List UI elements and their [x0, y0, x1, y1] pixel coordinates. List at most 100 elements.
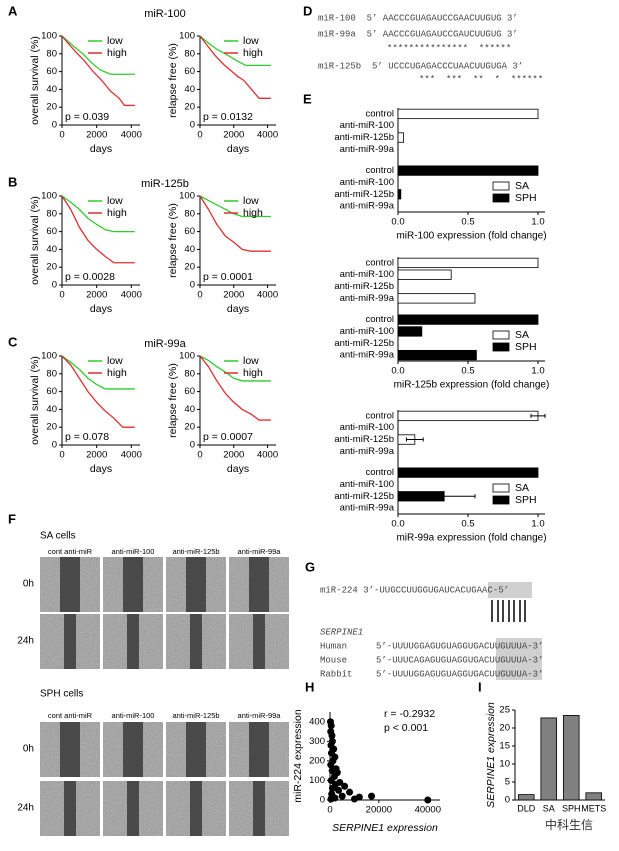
- survival-curve: [199, 35, 271, 99]
- legend-swatch: [492, 483, 510, 493]
- error-bar: [405, 437, 424, 442]
- legend-swatch: [492, 181, 510, 191]
- x-tick-label: DLD: [517, 803, 536, 813]
- y-axis-label: overall survival (%): [29, 196, 41, 285]
- p-value: p = 0.0007: [203, 431, 253, 443]
- survival-curve: [61, 195, 135, 264]
- y-tick-label: 60: [184, 66, 195, 77]
- error-bar: [530, 413, 546, 418]
- column-header: anti-miR-100: [112, 547, 155, 556]
- legend-label: high: [243, 47, 263, 59]
- x-axis-label: miR-125b expression (fold change): [394, 380, 550, 391]
- p-value: p = 0.0001: [203, 271, 253, 283]
- x-tick-label: 20000: [366, 805, 392, 816]
- y-tick-label: 60: [46, 386, 57, 397]
- y-tick-label: 300: [309, 736, 325, 747]
- y-tick-label: 40: [184, 244, 195, 255]
- legend-label: low: [243, 35, 259, 47]
- row-label: 0h: [23, 579, 34, 590]
- x-tick-label: 2000: [223, 290, 244, 301]
- alignment-stars: *************** ******: [387, 43, 511, 53]
- y-tick-label: 5: [505, 777, 510, 788]
- y-axis-label: relapse free (%): [167, 363, 179, 438]
- category-label: anti-miR-99a: [340, 503, 395, 514]
- x-axis-label: miR-99a expression (fold change): [396, 533, 546, 544]
- y-tick-label: 100: [41, 191, 57, 202]
- y-tick-label: 60: [46, 226, 57, 237]
- km-title: miR-100: [144, 8, 186, 20]
- gene-name: SERPINE1: [320, 627, 363, 637]
- column-header: cont anti-miR: [48, 711, 93, 720]
- x-tick-label: SA: [543, 803, 555, 813]
- y-tick-label: 80: [46, 368, 57, 379]
- survival-curve: [61, 355, 135, 428]
- watermark: 中科生信: [545, 817, 593, 832]
- y-tick-label: 60: [184, 386, 195, 397]
- category-label: anti-miR-125b: [334, 189, 394, 200]
- x-axis-label: days: [90, 143, 112, 155]
- point: [327, 761, 335, 769]
- legend-swatch: [492, 193, 510, 203]
- p-value: p = 0.0028: [65, 271, 115, 283]
- y-tick-label: 60: [184, 226, 195, 237]
- y-axis-label: relapse free (%): [167, 43, 179, 118]
- survival-curve: [61, 35, 135, 107]
- legend-label: SPH: [515, 192, 537, 204]
- x-tick-label: 0.5: [461, 366, 474, 377]
- panel-label: A: [8, 3, 18, 18]
- y-tick-label: 80: [184, 48, 195, 59]
- utr-sequence: 5’-UUUUGGAGUGUAGGUGACUUGUUUA-3’: [376, 669, 543, 679]
- x-tick-label: 4000: [121, 130, 142, 141]
- scratch-gap: [60, 557, 80, 612]
- y-tick-label: 0: [52, 120, 57, 131]
- legend-label: high: [243, 207, 263, 219]
- column-header: anti-miR-99a: [238, 711, 282, 720]
- x-tick-label: 0.5: [461, 519, 474, 530]
- category-label: anti-miR-100: [340, 120, 394, 131]
- column-header: anti-miR-99a: [238, 547, 282, 556]
- bar: [397, 189, 402, 200]
- x-axis-label: days: [227, 463, 249, 475]
- category-label: anti-miR-125b: [334, 132, 394, 143]
- x-tick-label: 1.0: [531, 217, 544, 228]
- panel-label: E: [303, 91, 312, 106]
- legend-label: low: [107, 195, 123, 207]
- survival-curve: [199, 195, 271, 218]
- legend-label: high: [107, 47, 127, 59]
- y-tick-label: 20: [46, 422, 57, 433]
- category-label: anti-miR-100: [340, 177, 394, 188]
- x-tick-label: 4000: [121, 290, 142, 301]
- x-tick-label: 4000: [257, 130, 278, 141]
- scratch-gap: [249, 557, 269, 612]
- category-label: anti-miR-125b: [334, 281, 394, 292]
- error-bar: [412, 494, 476, 499]
- point: [327, 795, 335, 803]
- bar: [585, 792, 603, 801]
- point: [341, 782, 349, 790]
- y-tick-label: 100: [309, 775, 325, 786]
- category-label: anti-miR-99a: [340, 446, 395, 457]
- category-label: control: [365, 410, 394, 421]
- x-tick-label: 0: [197, 450, 202, 461]
- scratch-gap: [249, 722, 269, 777]
- y-axis-label: miR-224 expression: [292, 709, 304, 803]
- category-label: anti-miR-99a: [340, 350, 395, 361]
- scratch-gap: [186, 722, 206, 777]
- legend-swatch: [492, 342, 510, 352]
- seed-highlight: [496, 638, 542, 680]
- survival-curve: [199, 195, 271, 252]
- y-tick-label: 80: [46, 48, 57, 59]
- scratch-gap: [127, 614, 139, 669]
- base-pairing: [491, 600, 526, 622]
- y-tick-label: 80: [46, 208, 57, 219]
- species: Rabbit: [320, 669, 352, 679]
- survival-curve: [61, 355, 135, 390]
- bar: [540, 717, 558, 801]
- x-tick-label: 1.0: [531, 519, 544, 530]
- x-tick-label: METS: [581, 803, 606, 813]
- category-label: control: [365, 165, 394, 176]
- panel-label: C: [8, 334, 18, 349]
- y-tick-label: 200: [309, 755, 325, 766]
- p-value: p = 0.039: [65, 111, 109, 123]
